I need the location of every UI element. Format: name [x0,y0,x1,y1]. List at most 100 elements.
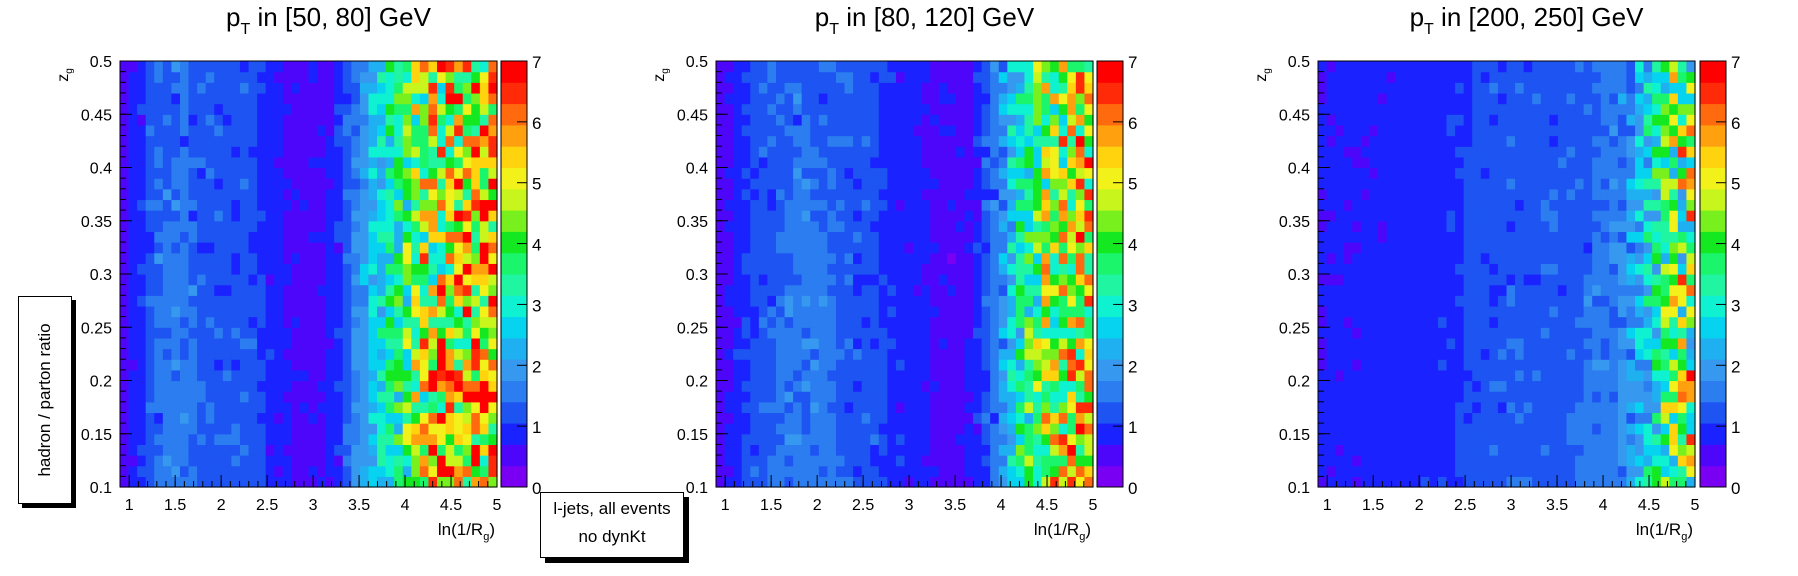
heatmap-cell [231,135,241,147]
heatmap-cell [878,220,888,232]
heatmap-cell [887,220,897,232]
heatmap-cell [162,103,173,115]
heatmap-cell [835,103,846,115]
heatmap-cell [750,263,760,275]
heatmap-cell [1463,476,1473,488]
heatmap-cell [1549,103,1559,115]
heatmap-cell [1497,231,1508,243]
heatmap-cell [471,242,481,254]
heatmap-cell [179,455,190,467]
heatmap-cell [1326,380,1336,392]
heatmap-cell [1058,156,1068,169]
heatmap-cell [411,178,421,190]
heatmap-cell [1377,71,1388,83]
heatmap-cell [1033,327,1043,339]
color-bar-band [501,124,527,147]
heatmap-cell [1463,82,1473,94]
heatmap-cell [1540,220,1550,232]
heatmap-cell [214,476,224,488]
heatmap-cell [1549,476,1559,488]
heatmap-cell [1472,412,1482,424]
heatmap-cell [1506,114,1516,126]
heatmap-cell [1480,114,1490,126]
heatmap-cell [411,167,421,179]
heatmap-cell [1480,444,1490,456]
heatmap-cell [162,455,173,467]
heatmap-cell [1540,401,1550,414]
heatmap-cell [488,156,498,169]
heatmap-cell [179,71,190,83]
heatmap-cell [793,284,803,296]
heatmap-cell [1515,231,1525,243]
heatmap-cell [488,124,498,137]
heatmap-cell [1041,401,1051,414]
heatmap-cell [724,156,734,169]
heatmap-cell [1429,284,1439,296]
heatmap-cell [205,156,215,169]
heatmap-cell [887,199,897,211]
heatmap-cell [904,391,914,403]
heatmap-cell [1041,444,1051,456]
heatmap-cell [1058,82,1068,94]
heatmap-cell [257,348,267,360]
heatmap-cell [853,444,863,456]
heatmap-cell [990,156,1000,169]
heatmap-cell [1403,178,1413,190]
heatmap-cell [334,369,344,382]
heatmap-cell [1395,199,1405,211]
heatmap-cell [1067,444,1077,456]
heatmap-cell [274,369,284,382]
heatmap-cell [947,252,957,264]
heatmap-cell [197,284,207,296]
heatmap-cell [171,455,181,467]
heatmap-cell [921,433,931,445]
heatmap-cell [938,391,948,403]
heatmap-cell [1318,61,1328,73]
heatmap-cell [921,465,931,477]
heatmap-cell [733,348,743,360]
heatmap-cell [1326,476,1336,488]
heatmap-cell [1033,231,1043,243]
heatmap-cell [394,167,404,179]
heatmap-cell [325,327,335,339]
heatmap-cell [1472,220,1482,232]
heatmap-cell [1335,210,1345,222]
heatmap-cell [1506,252,1516,264]
heatmap-cell [479,316,490,328]
heatmap-cell [265,210,275,222]
title-main: p [815,2,829,32]
color-bar-band [501,146,527,168]
heatmap-cell [1058,199,1068,211]
heatmap-cell [938,263,948,275]
heatmap-cell [257,327,267,339]
heatmap-cell [411,348,421,360]
heatmap-cell [179,316,190,328]
heatmap-cell [342,433,352,445]
heatmap-cell [1335,242,1345,254]
heatmap-cell [750,220,760,232]
heatmap-cell [1549,114,1559,126]
heatmap-cell [793,263,803,275]
heatmap-cell [793,369,803,382]
heatmap-cell [1024,188,1034,201]
heatmap-cell [385,476,395,488]
heatmap-cell [1326,369,1336,382]
heatmap-cell [222,242,232,254]
heatmap-cell [1429,242,1439,254]
heatmap-cell [930,146,940,158]
heatmap-cell [454,263,464,275]
heatmap-cell [1506,295,1516,307]
heatmap-cell [1532,156,1542,169]
heatmap-cell [1075,156,1086,169]
heatmap-cell [445,359,455,371]
heatmap-cell [724,71,734,83]
heatmap-cell [1463,263,1473,275]
heatmap-cell [1369,401,1379,414]
heatmap-cell [419,380,430,392]
heatmap-cell [239,423,250,435]
heatmap-cell [904,220,914,232]
heatmap-cell [1075,103,1086,115]
heatmap-cell [818,263,828,275]
heatmap-cell [767,359,777,371]
heatmap-cell [231,476,241,488]
